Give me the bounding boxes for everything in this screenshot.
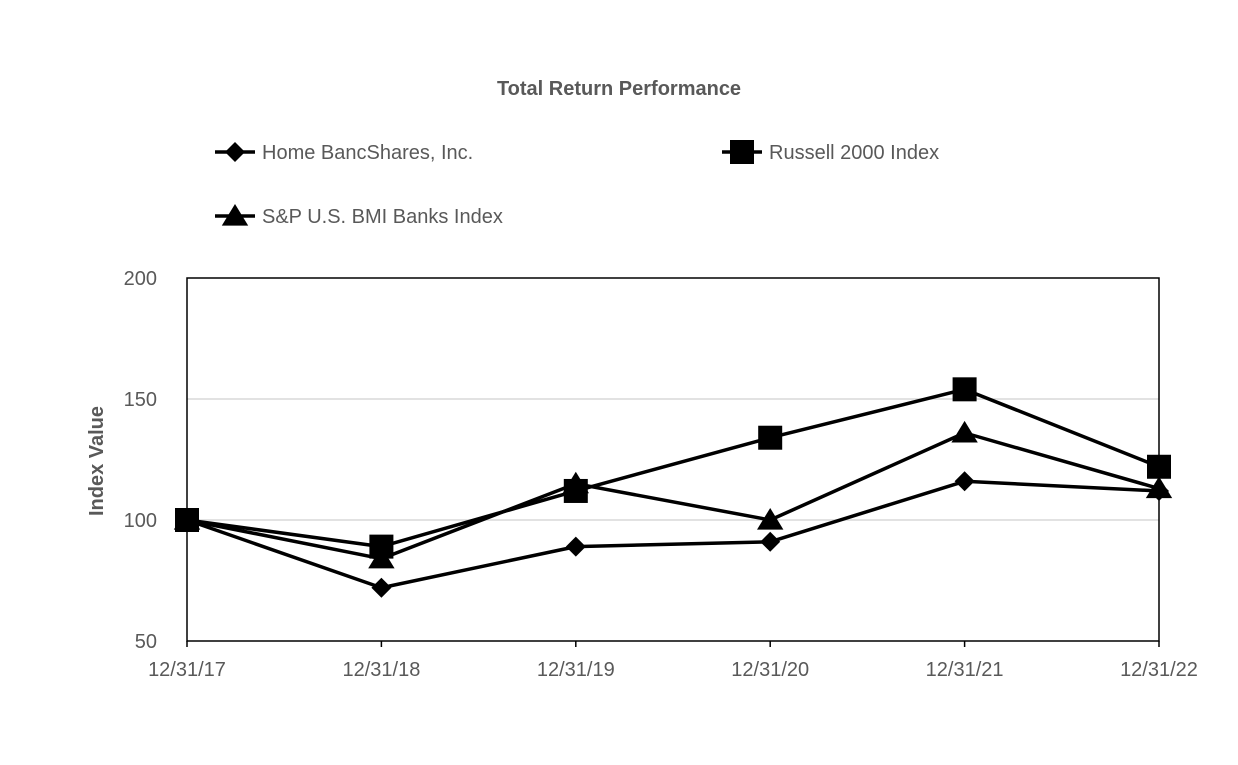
x-tick-label: 12/31/21 <box>926 659 1004 681</box>
y-axis-title: Index Value <box>86 406 108 516</box>
data-point-triangle <box>951 420 978 443</box>
series-line <box>186 431 1160 561</box>
x-tick-label: 12/31/19 <box>537 659 615 681</box>
series-diamond <box>177 471 1169 598</box>
x-tick-label: 12/31/18 <box>342 659 420 681</box>
legend-label: Russell 2000 Index <box>769 142 939 164</box>
y-tick-label: 200 <box>124 268 157 290</box>
data-point-diamond <box>371 577 392 598</box>
legend-marker-diamond <box>225 142 245 162</box>
y-axis-ticks: 50 100 150 200 <box>124 268 157 653</box>
y-tick-label: 150 <box>124 389 157 411</box>
x-tick-label: 12/31/22 <box>1120 659 1198 681</box>
chart-title: Total Return Performance <box>497 78 741 100</box>
legend-label: Home BancShares, Inc. <box>262 142 473 164</box>
data-point-triangle <box>562 471 589 494</box>
x-axis-ticks: 12/31/17 12/31/18 12/31/19 12/31/20 12/31/21… <box>148 641 1198 681</box>
legend-marker-square <box>730 140 754 164</box>
x-tick-label: 12/31/20 <box>731 659 809 681</box>
y-tick-label: 100 <box>124 510 157 532</box>
series-line <box>186 387 1160 549</box>
data-point-triangle <box>1145 476 1173 499</box>
data-point-square <box>1147 454 1171 479</box>
data-point-triangle <box>173 508 201 530</box>
data-point-square <box>952 377 977 402</box>
gridlines <box>187 398 1159 521</box>
series-layer <box>173 377 1173 598</box>
series-line <box>186 479 1160 590</box>
data-point-square <box>758 425 783 450</box>
legend-item: S&P U.S. BMI Banks Index <box>215 204 503 228</box>
legend-item: Home BancShares, Inc. <box>215 142 473 164</box>
legend-item: Russell 2000 Index <box>722 140 939 164</box>
data-point-diamond <box>760 531 781 552</box>
legend-label: S&P U.S. BMI Banks Index <box>262 206 503 228</box>
x-tick-label: 12/31/17 <box>148 659 226 681</box>
series-square <box>175 377 1171 559</box>
data-point-diamond <box>954 471 975 492</box>
plot-area-frame <box>186 277 1160 642</box>
legend: Home BancShares, Inc. Russell 2000 Index S… <box>215 140 939 228</box>
legend-marker-triangle <box>221 204 249 226</box>
y-tick-label: 50 <box>135 631 157 653</box>
data-point-triangle <box>757 508 784 530</box>
series-triangle <box>173 420 1173 569</box>
data-point-diamond <box>565 536 586 557</box>
data-point-triangle <box>368 546 395 569</box>
